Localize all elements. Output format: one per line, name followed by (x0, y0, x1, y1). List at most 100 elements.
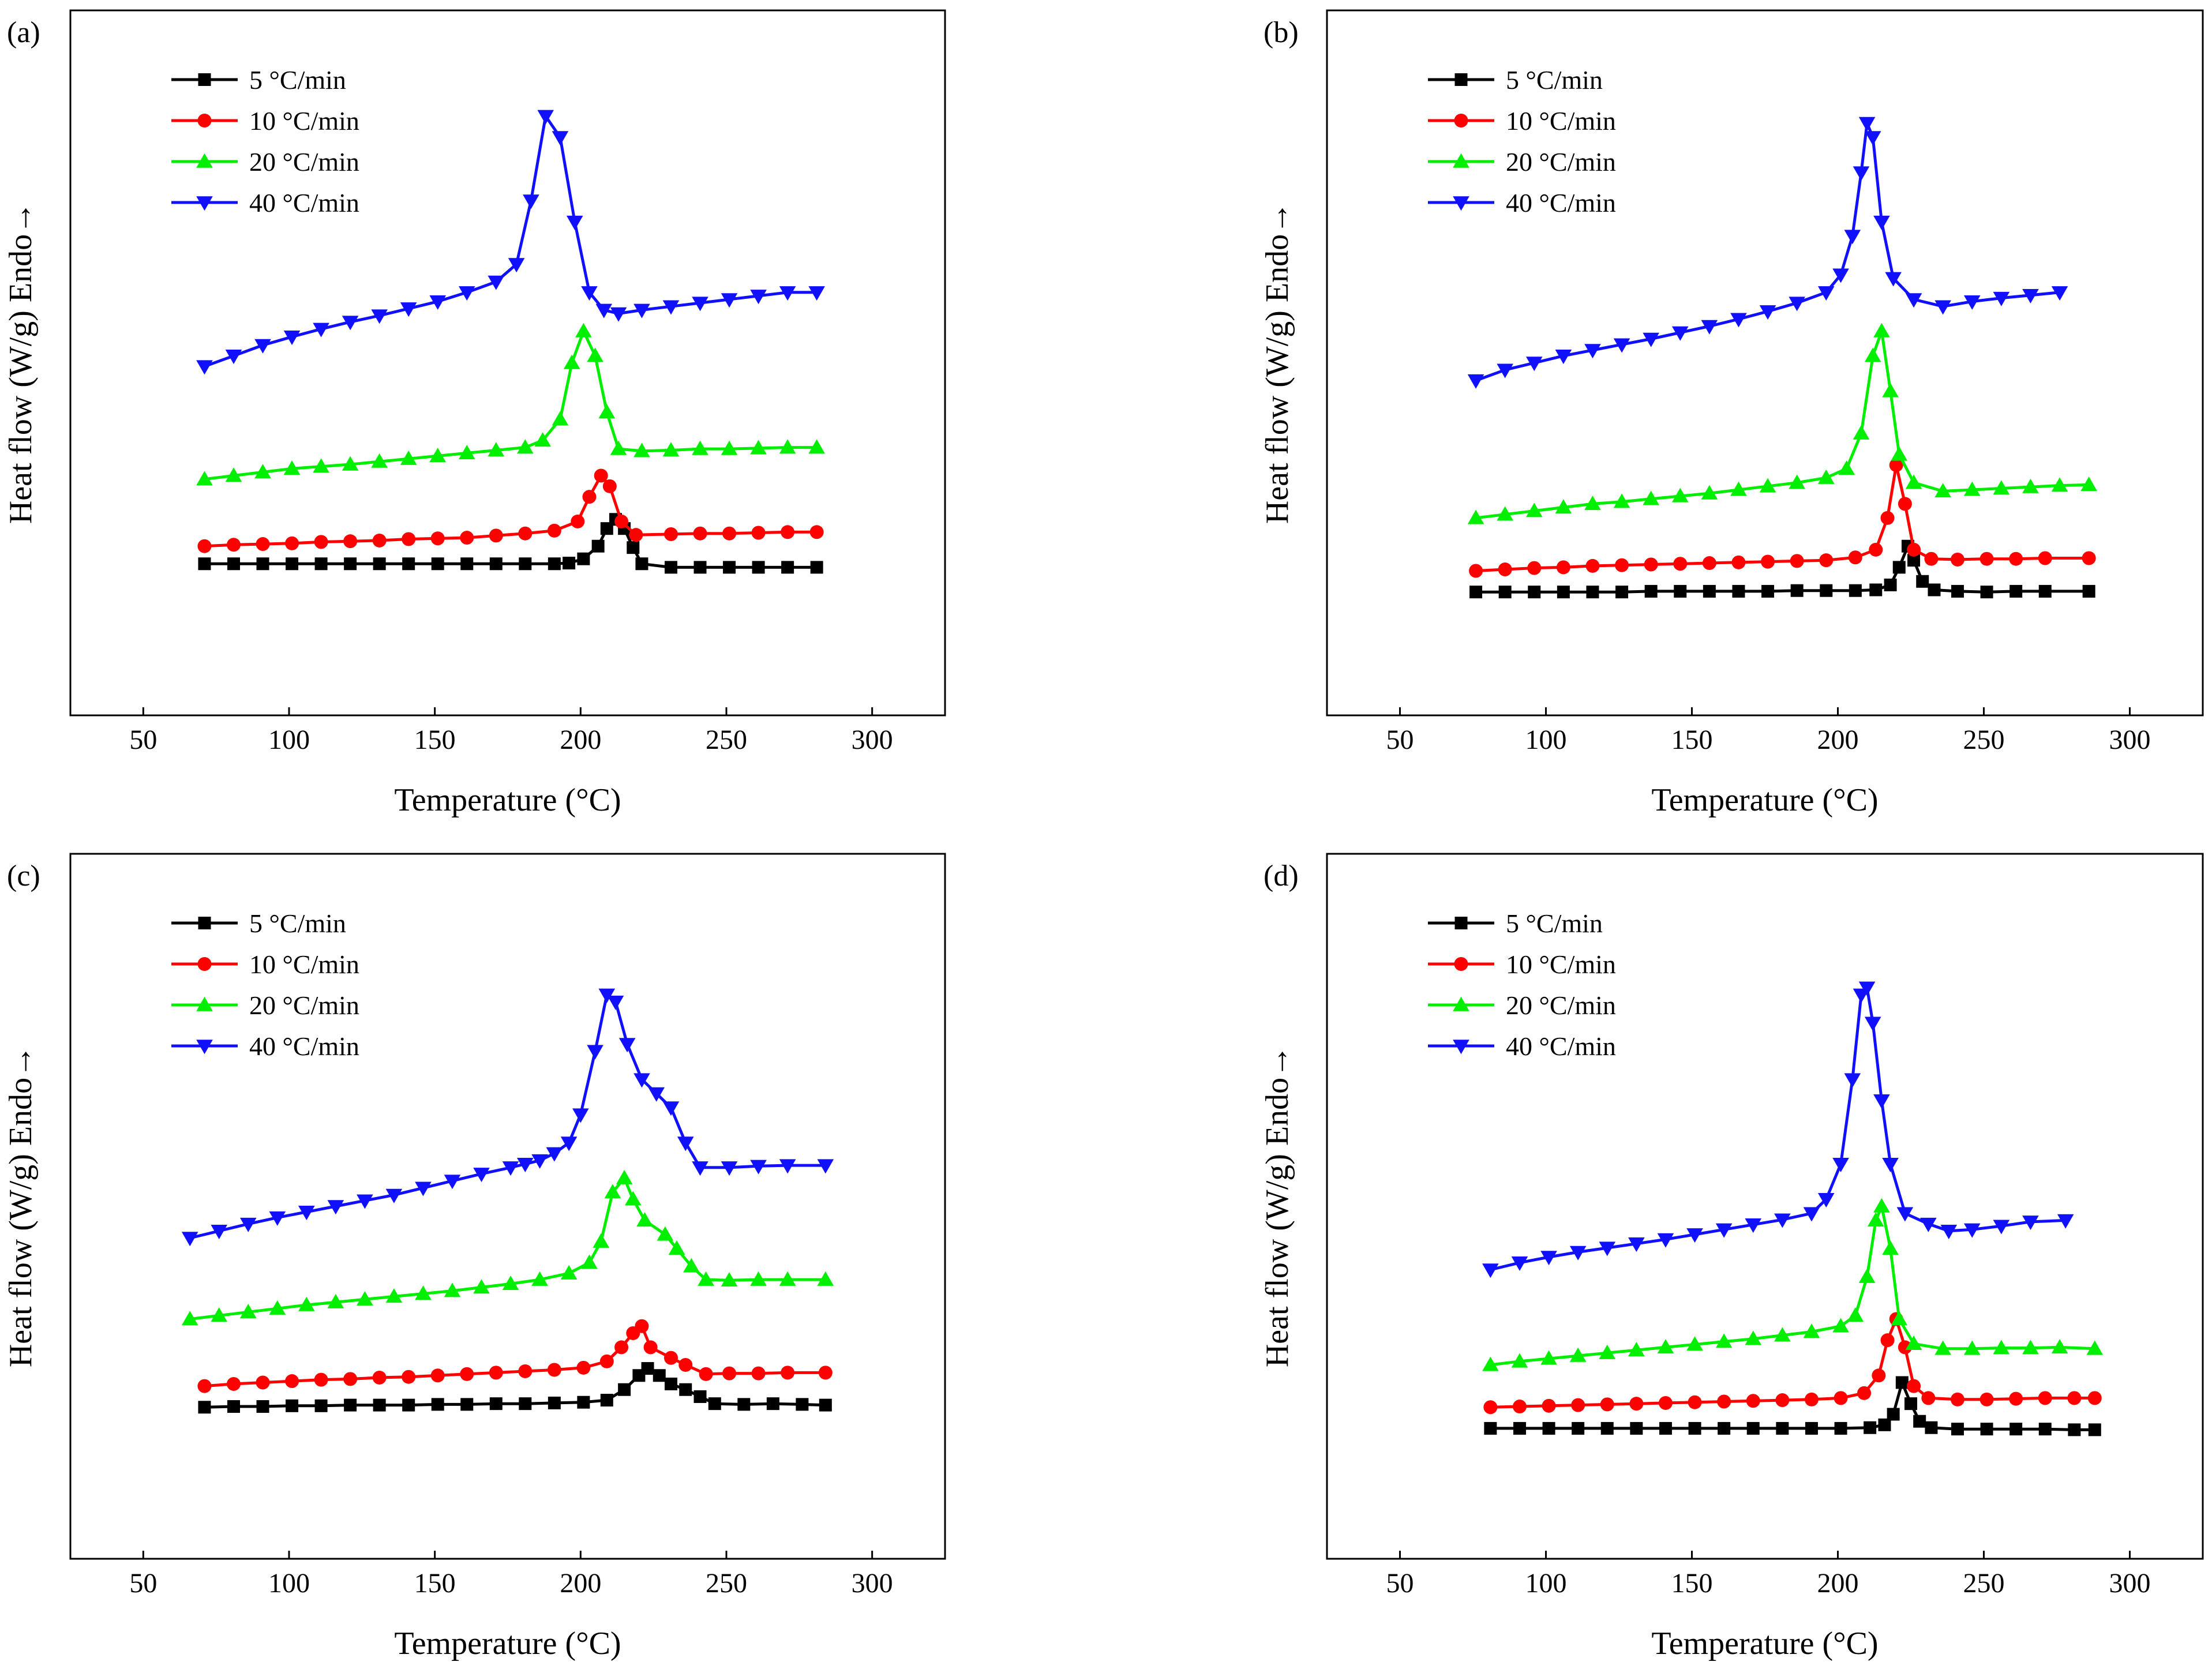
data-point-blue (342, 316, 359, 331)
data-point-black (1469, 586, 1483, 599)
panel-label: (a) (7, 16, 40, 49)
data-point-red (1644, 557, 1658, 572)
data-point-black (314, 1399, 328, 1412)
data-point-black (373, 1398, 386, 1412)
data-point-blue (1993, 1220, 2010, 1235)
data-point-blue (1686, 1228, 1703, 1243)
chart-panel-b: (b) 50 100 150 200 250 300 Temperature (°C) Heat… (1259, 9, 2204, 818)
data-point-blue (1525, 357, 1543, 372)
x-axis-label: Temperature (°C) (1651, 782, 1878, 818)
data-point-red (1746, 1394, 1760, 1408)
data-point-blue (1832, 1157, 1849, 1172)
data-point-green (598, 404, 616, 419)
data-point-black (1892, 561, 1906, 574)
data-point-green (1671, 487, 1689, 502)
data-point-black (1928, 583, 1941, 597)
data-point-black (635, 557, 648, 571)
data-point-black (2068, 1423, 2081, 1436)
plot-frame (69, 9, 946, 717)
data-point-green (225, 467, 242, 482)
data-point-black (693, 1390, 707, 1403)
data-point-red (643, 1340, 658, 1355)
data-point-green (517, 439, 534, 454)
data-point-green (1759, 478, 1776, 493)
data-point-red (1872, 1368, 1886, 1383)
data-point-blue (581, 286, 598, 301)
legend-marker-green (1453, 996, 1469, 1011)
data-point-red (1889, 458, 1903, 472)
data-point-green (636, 1212, 653, 1227)
data-point-blue (552, 131, 569, 146)
data-point-green (1867, 1212, 1884, 1227)
data-point-red (430, 531, 445, 546)
data-point-red (1869, 542, 1883, 557)
data-point-black (402, 557, 415, 571)
data-point-green (779, 1271, 796, 1286)
data-point-blue (572, 1108, 589, 1123)
data-point-green (683, 1258, 700, 1273)
data-point-red (663, 527, 678, 541)
data-point-green (385, 1288, 403, 1303)
data-point-green (1873, 322, 1890, 337)
data-point-blue (1920, 1217, 1937, 1232)
data-point-green (1599, 1344, 1616, 1359)
legend-marker-black (1454, 73, 1468, 86)
data-point-red (571, 514, 585, 528)
data-point-blue (1715, 1223, 1733, 1238)
data-point-black (752, 561, 765, 574)
data-point-blue (357, 1194, 373, 1209)
data-point-blue (1774, 1213, 1791, 1228)
data-point-red (402, 532, 416, 546)
legend-label: 40 °C/min (249, 1031, 359, 1061)
data-point-black (577, 552, 590, 565)
data-point-black (227, 557, 240, 571)
data-point-red (1512, 1400, 1527, 1414)
x-tick-label: 200 (1817, 725, 1859, 755)
data-point-blue (1817, 286, 1835, 301)
y-axis-label: Heat flow (W/g) Endo→ (1259, 1045, 1295, 1367)
data-point-black (723, 561, 736, 574)
data-point-red (602, 479, 617, 493)
data-point-green (721, 440, 738, 455)
data-point-red (1880, 1333, 1895, 1348)
data-point-blue (1940, 1225, 1958, 1240)
data-point-blue (1789, 297, 1805, 312)
data-point-blue (239, 1217, 257, 1232)
data-point-black (489, 557, 503, 571)
data-point-red (1979, 1392, 1994, 1406)
legend-label: 10 °C/min (1506, 106, 1616, 136)
data-point-black (1630, 1421, 1643, 1435)
legend-marker-green (1453, 153, 1469, 168)
data-point-green (429, 448, 447, 463)
data-point-red (2038, 1391, 2052, 1405)
data-point-blue (546, 1147, 563, 1162)
data-point-green (1467, 509, 1484, 524)
data-point-red (1775, 1393, 1790, 1408)
data-point-green (1891, 1311, 1908, 1326)
data-point-black (679, 1383, 692, 1396)
x-tick-label: 300 (2109, 725, 2151, 755)
data-point-black (563, 557, 576, 570)
data-point-black (618, 1383, 631, 1396)
data-point-blue (560, 1136, 578, 1151)
x-tick-label: 250 (1963, 1568, 2005, 1599)
data-point-green (1497, 506, 1513, 521)
data-point-blue (1817, 1193, 1835, 1208)
data-point-red (285, 1374, 299, 1389)
data-point-black (766, 1397, 779, 1411)
data-point-blue (1657, 1233, 1674, 1248)
data-point-blue (1844, 230, 1861, 245)
data-point-green (1853, 425, 1870, 440)
data-point-black (1904, 1397, 1917, 1411)
x-tick-label: 300 (852, 1568, 893, 1599)
data-point-blue (721, 293, 738, 308)
data-point-green (1905, 1335, 1922, 1351)
data-point-green (1701, 485, 1718, 500)
data-point-green (400, 450, 417, 465)
data-point-blue (750, 290, 767, 305)
data-point-green (692, 440, 708, 455)
data-point-green (587, 347, 603, 362)
data-point-blue (662, 300, 680, 315)
data-point-black (1980, 586, 1993, 599)
data-point-blue (610, 307, 627, 322)
